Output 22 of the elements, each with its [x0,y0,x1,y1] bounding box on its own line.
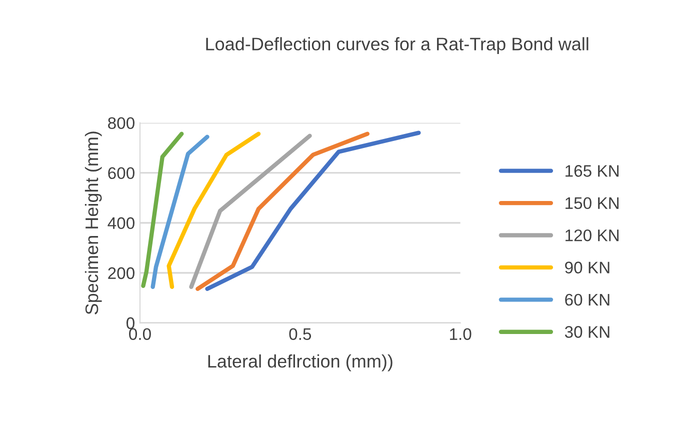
legend-label: 90 KN [565,262,610,274]
y-tick-label: 0 [126,317,134,330]
line-series [205,130,421,291]
y-tick-label: 600 [108,167,134,180]
legend-label: 150 KN [566,197,619,210]
line-series [166,132,261,289]
x-tick-label: 0.0 [129,328,151,340]
x-tick-label: 0.5 [289,328,312,340]
line-series [141,132,184,288]
y-tick-label: 400 [108,217,134,230]
line-series [150,134,210,289]
legend-label: 165 KN [566,165,619,177]
y-tick-label: 800 [108,117,134,130]
legend-label: 30 KN [564,326,610,338]
x-axis-title: Lateral deflrction (mm)) [208,354,392,372]
line-series [196,132,370,291]
legend-label: 120 KN [566,229,619,242]
x-tick-label: 1.0 [450,328,472,340]
y-axis-title: Specimen Height (mm) [84,132,102,314]
chart-title: Load-Deflection curves for a Rat-Trap Bond wall [206,37,588,54]
y-tick-label: 200 [108,267,134,280]
legend-label: 60 KN [565,294,610,306]
